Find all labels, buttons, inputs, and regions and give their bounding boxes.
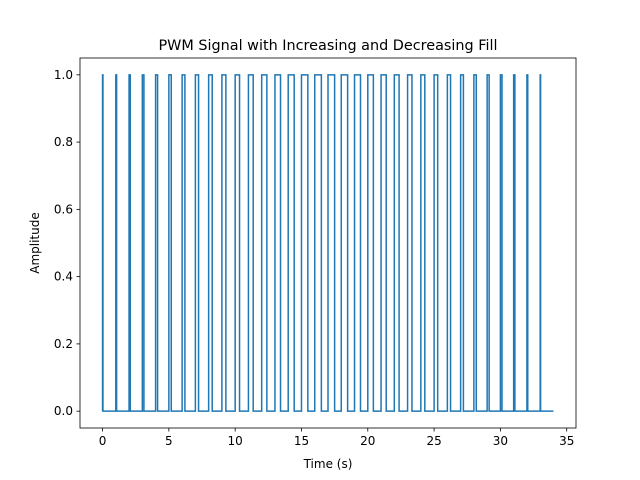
x-tick-label: 35 bbox=[559, 434, 574, 448]
y-tick-label: 0.8 bbox=[54, 135, 73, 149]
y-tick-label: 0.4 bbox=[54, 270, 73, 284]
y-tick-label: 1.0 bbox=[54, 68, 73, 82]
x-tick-label: 0 bbox=[99, 434, 107, 448]
y-tick-label: 0.6 bbox=[54, 202, 73, 216]
series-layer bbox=[101, 74, 554, 412]
y-tick-label: 0.2 bbox=[54, 337, 73, 351]
y-axis-label: Amplitude bbox=[28, 212, 42, 274]
x-tick-label: 25 bbox=[426, 434, 441, 448]
x-axis-ticks: 0 5 10 15 20 25 30 35 bbox=[99, 428, 574, 448]
x-tick-label: 20 bbox=[360, 434, 375, 448]
chart-title: PWM Signal with Increasing and Decreasin… bbox=[159, 38, 498, 54]
x-tick-label: 15 bbox=[294, 434, 309, 448]
axes-frame bbox=[79, 57, 577, 429]
x-tick-label: 5 bbox=[165, 434, 173, 448]
x-tick-label: 10 bbox=[228, 434, 243, 448]
pwm-signal-line bbox=[101, 74, 554, 412]
x-axis-label: Time (s) bbox=[303, 457, 353, 471]
y-tick-label: 0.0 bbox=[54, 404, 73, 418]
x-tick-label: 30 bbox=[493, 434, 508, 448]
y-axis-ticks: 0.0 0.2 0.4 0.6 0.8 1.0 bbox=[54, 68, 80, 418]
